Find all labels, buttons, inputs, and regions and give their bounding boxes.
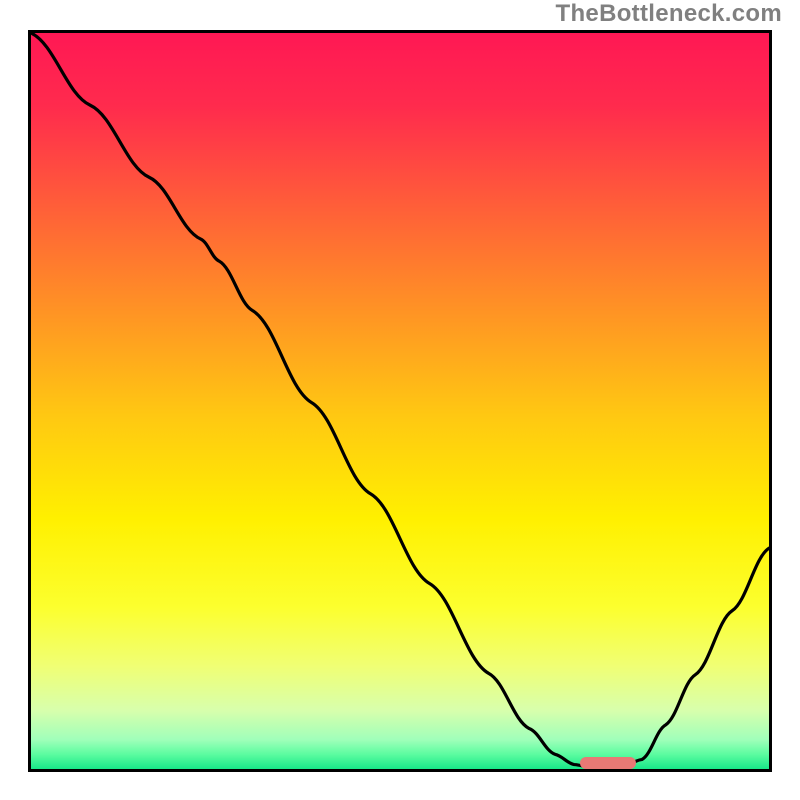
watermark-text: TheBottleneck.com bbox=[556, 0, 782, 28]
optimum-marker bbox=[580, 757, 635, 769]
plot-area bbox=[31, 33, 769, 769]
bottleneck-curve bbox=[31, 33, 769, 768]
curve-layer bbox=[31, 33, 769, 769]
